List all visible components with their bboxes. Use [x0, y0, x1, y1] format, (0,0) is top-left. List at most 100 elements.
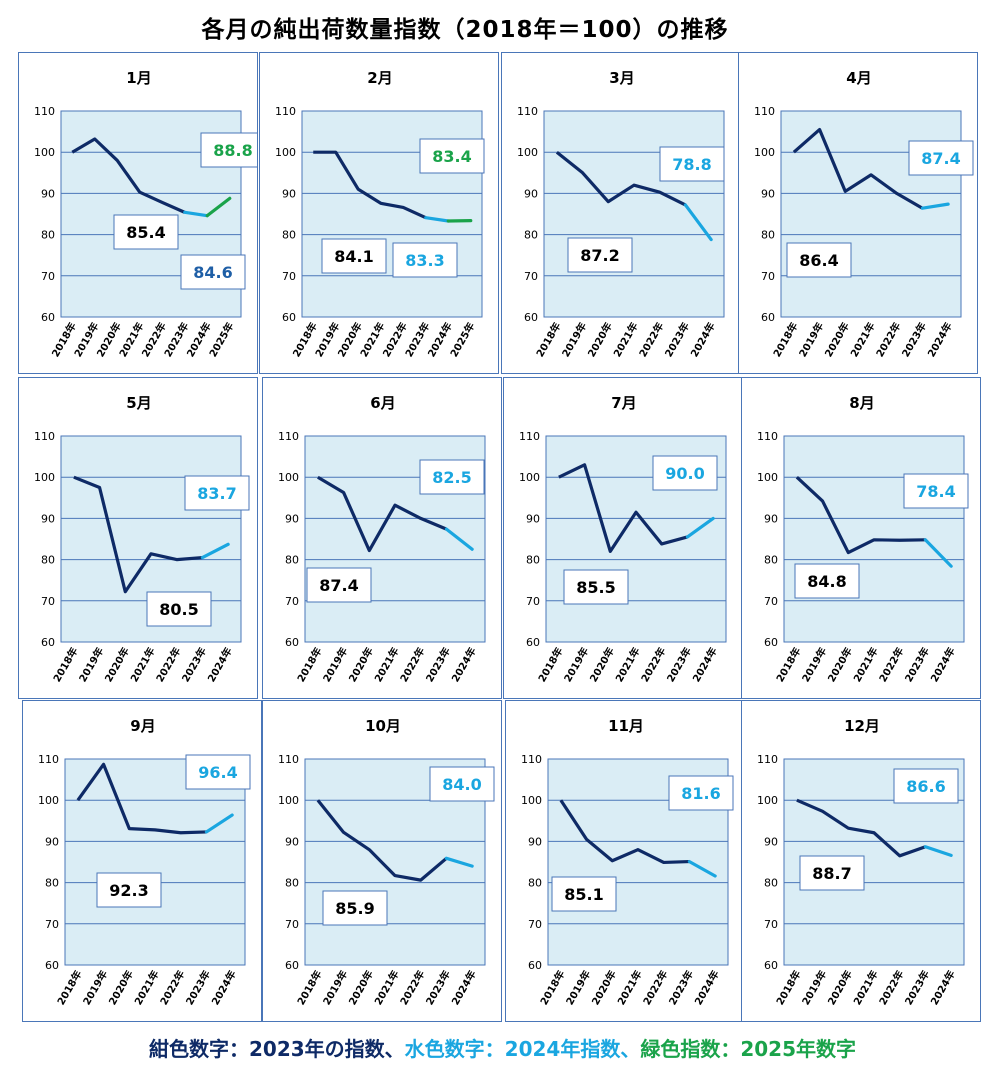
series-line-cyan	[685, 516, 715, 539]
y-tick-label: 110	[38, 753, 59, 766]
y-tick-label: 90	[526, 512, 540, 525]
y-tick-label: 70	[761, 270, 775, 283]
chart-title: 4月	[846, 69, 871, 87]
x-tick-label: 2023年	[423, 968, 453, 1007]
x-tick-label: 2021年	[850, 645, 880, 684]
chart-svg: 7月 60 70 80 90 100 110 2018年2019年2020年2021年2022…	[519, 394, 727, 684]
value-label-2024: 83.7	[197, 484, 236, 503]
value-label-box	[184, 475, 250, 511]
series-line-cyan	[923, 845, 953, 858]
legend-green-label: 緑色指数：2025年数字	[640, 1037, 856, 1061]
series-line-navy	[71, 137, 186, 214]
chart-svg: 10月607080901001102018年2019年2020年2021年202…	[278, 717, 495, 1007]
x-tick-label: 2018年	[537, 968, 567, 1007]
chart-svg: 12月607080901001102018年2019年2020年2021年202…	[757, 717, 965, 1007]
y-tick-label: 70	[41, 270, 55, 283]
x-tick-label: 2019年	[799, 968, 829, 1007]
y-tick-label: 60	[528, 959, 542, 972]
y-tick-label: 60	[41, 636, 55, 649]
x-tick-label: 2018年	[54, 968, 84, 1007]
series-line-cyan	[687, 859, 717, 878]
y-tick-label: 90	[41, 512, 55, 525]
chart-svg: 2月607080901001102018年2019年2020年2021年2022…	[275, 69, 485, 359]
page-title: 各月の純出荷数量指数（2018年＝100）の推移	[201, 17, 729, 43]
x-tick-label: 2022年	[636, 320, 666, 359]
x-tick-label: 2021年	[371, 968, 401, 1007]
value-label-2023: 86.4	[799, 251, 838, 270]
y-tick-label: 100	[38, 794, 59, 807]
y-tick-label: 80	[41, 229, 55, 242]
y-tick-label: 90	[761, 187, 775, 200]
value-label-box	[185, 754, 251, 790]
value-label-2023: 92.3	[109, 881, 148, 900]
value-label-2023: 85.5	[576, 578, 615, 597]
y-tick-label: 100	[754, 146, 775, 159]
y-tick-label: 90	[764, 512, 778, 525]
y-tick-label: 100	[278, 794, 299, 807]
value-label-box	[392, 242, 458, 278]
chart-panel: 11月 60 70 80 90 100 110 2018年 2019年 2020年 2021年 202…	[505, 700, 745, 1022]
x-tick-label: 2021年	[127, 645, 157, 684]
value-label-box	[563, 569, 629, 605]
chart-svg: 5月 60 70 80 90 100 110 2018年2019年2020年2021年2022…	[34, 394, 250, 684]
x-tick-label: 2020年	[346, 968, 376, 1007]
y-tick-label: 60	[524, 311, 538, 324]
value-label-2023: 85.4	[126, 223, 165, 242]
value-label-box	[429, 766, 495, 802]
x-tick-label: 2018年	[294, 968, 324, 1007]
series-line-navy	[73, 475, 203, 594]
value-label-2023: 88.7	[812, 864, 851, 883]
y-tick-label: 90	[41, 187, 55, 200]
chart-title: 2月	[367, 69, 392, 87]
legend-navy-label: 紺色数字：2023年の指数、	[148, 1037, 405, 1061]
chart-panel: 4月 60 70 80 90 100 110 2018年 2019年 2020年 2021年 2022…	[738, 52, 978, 374]
series-line-navy	[792, 127, 924, 210]
y-tick-label: 70	[41, 595, 55, 608]
value-label-2025: 88.8	[213, 141, 252, 160]
y-tick-label: 110	[757, 430, 778, 443]
chart-title: 10月	[365, 717, 401, 735]
chart-panel: 5月 60 70 80 90 100 110 2018年 2019年 2020年 2021年 2022…	[18, 377, 258, 699]
x-tick-label: 2018年	[773, 968, 803, 1007]
x-tick-label: 2018年	[294, 645, 324, 684]
chart-title: 5月	[126, 394, 151, 412]
x-tick-label: 2021年	[371, 645, 401, 684]
y-tick-label: 110	[754, 105, 775, 118]
x-tick-label: 2022年	[153, 645, 183, 684]
x-tick-label: 2019年	[320, 645, 350, 684]
x-tick-label: 2023年	[666, 968, 696, 1007]
chart-svg: 8月 60 70 80 90 100 110 2018年2019年2020年2021年2022…	[757, 394, 969, 684]
y-tick-label: 90	[285, 512, 299, 525]
y-tick-label: 60	[761, 311, 775, 324]
y-tick-label: 100	[278, 471, 299, 484]
y-tick-label: 80	[41, 554, 55, 567]
series-line-navy	[316, 799, 448, 882]
x-tick-label: 2023年	[902, 968, 932, 1007]
y-tick-label: 80	[764, 877, 778, 890]
y-tick-label: 110	[757, 753, 778, 766]
x-tick-label: 2022年	[873, 320, 903, 359]
y-tick-label: 70	[526, 595, 540, 608]
x-tick-label: 2018年	[535, 645, 565, 684]
y-tick-label: 90	[528, 835, 542, 848]
value-label-2024: 87.4	[921, 149, 960, 168]
chart-title: 3月	[609, 69, 634, 87]
y-tick-label: 110	[278, 753, 299, 766]
value-label-2023: 84.8	[807, 572, 846, 591]
chart-title: 12月	[844, 717, 880, 735]
x-tick-label: 2019年	[76, 645, 106, 684]
y-tick-label: 80	[764, 554, 778, 567]
x-tick-label: 2023年	[899, 320, 929, 359]
chart-panel: 7月 60 70 80 90 100 110 2018年 2019年 2020年 2021年 2022…	[503, 377, 743, 699]
y-tick-label: 70	[764, 595, 778, 608]
value-label-2024: 83.3	[405, 251, 444, 270]
y-tick-label: 80	[528, 877, 542, 890]
x-tick-label: 2021年	[612, 645, 642, 684]
y-tick-label: 100	[34, 146, 55, 159]
series-line-cyan	[444, 856, 474, 868]
x-tick-label: 2018年	[770, 320, 800, 359]
plot-area	[64, 758, 246, 966]
y-tick-label: 100	[757, 471, 778, 484]
x-tick-label: 2023年	[179, 645, 209, 684]
x-tick-label: 2020年	[825, 968, 855, 1007]
